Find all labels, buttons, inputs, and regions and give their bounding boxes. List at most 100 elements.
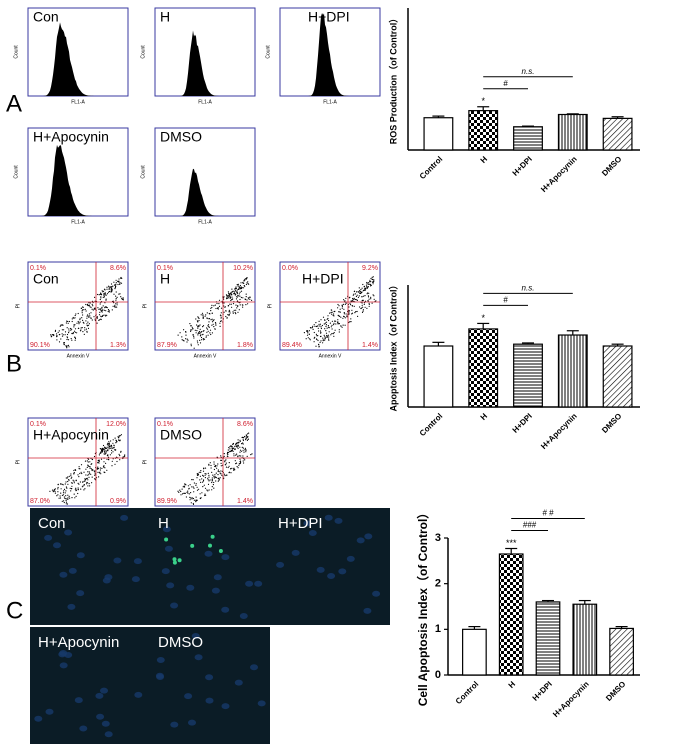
scatter-dot	[116, 460, 118, 463]
quadrant-percent: 10.2%	[233, 265, 253, 272]
scatter-dot	[85, 474, 87, 476]
nucleus	[211, 587, 220, 594]
nucleus	[162, 526, 171, 533]
scatter-dot	[328, 338, 330, 340]
scatter-dot	[310, 327, 312, 329]
scatter-dot	[245, 293, 247, 295]
sample-label: DMSO	[160, 427, 202, 443]
scatter-dot	[82, 306, 84, 308]
scatter-dot	[236, 291, 238, 293]
scatter-dot	[244, 459, 246, 461]
scatter-dot	[228, 451, 230, 453]
nucleus	[213, 574, 222, 581]
scatter-dot	[370, 281, 372, 283]
scatter-dot	[355, 291, 358, 293]
scatter-dot	[71, 476, 73, 478]
sample-label: H	[160, 9, 170, 25]
scatter-dot	[232, 312, 234, 314]
scatter-dot	[353, 293, 355, 295]
scatter-dot	[325, 324, 327, 326]
scatter-dot	[198, 317, 200, 319]
scatter-dot	[118, 437, 120, 439]
scatter-dot	[367, 292, 369, 294]
scatter-dot	[87, 325, 89, 327]
scatter-dot	[245, 283, 247, 286]
axis-label: FL1-A	[198, 99, 212, 105]
scatter-dot	[228, 447, 230, 449]
scatter-dot	[61, 494, 64, 496]
scatter-dot	[321, 324, 323, 327]
bar	[602, 345, 633, 408]
scatter-dot	[97, 462, 99, 464]
scatter-dot	[89, 467, 91, 469]
scatter-dot	[359, 292, 361, 294]
scatter-dot	[181, 339, 183, 341]
scatter-dot	[70, 327, 72, 330]
scatter-dot	[91, 308, 93, 310]
histogram-shape	[28, 144, 128, 216]
scatter-dot	[214, 476, 217, 478]
scatter-dot	[234, 294, 236, 296]
scatter-dot	[72, 333, 74, 335]
scatter-dot	[86, 481, 88, 484]
scatter-dot	[111, 289, 113, 292]
scatter-dot	[82, 321, 84, 323]
scatter-dot	[343, 308, 345, 310]
scatter-dot	[217, 480, 219, 482]
scatter-dot	[229, 446, 231, 448]
scatter-dot	[217, 474, 219, 476]
significance: n.s.	[522, 284, 535, 293]
scatter-dot	[111, 449, 113, 451]
scatter-dot	[225, 462, 227, 464]
scatter-dot	[188, 493, 190, 495]
scatter-dot	[195, 501, 197, 503]
nucleus	[170, 602, 179, 609]
scatter-dot	[66, 487, 68, 489]
scatter-dot	[246, 436, 248, 438]
scatter-dot	[353, 305, 355, 307]
scatter-dot	[68, 330, 70, 332]
scatter-dot	[87, 324, 90, 326]
scatter-dot	[204, 467, 207, 469]
scatter-dot	[51, 334, 53, 336]
scatter-dot	[244, 449, 246, 451]
quadrant-percent: 12.0%	[106, 421, 126, 428]
scatter-dot	[364, 288, 367, 290]
scatter-dot	[192, 503, 195, 505]
scatter-dot	[75, 480, 77, 482]
scatter-dot	[328, 339, 330, 341]
scatter-dot	[234, 445, 236, 447]
scatter-dot	[212, 320, 214, 322]
scatter-dot	[211, 471, 213, 473]
scatter-dot	[193, 347, 195, 349]
scatter-dot	[199, 339, 201, 341]
scatter-dot	[68, 495, 70, 497]
scatter-dot	[206, 317, 208, 320]
scatter-dot	[211, 312, 213, 314]
scatter-dot	[94, 296, 96, 298]
scatter-dot	[75, 313, 77, 315]
axis-label: FL1-A	[71, 99, 85, 105]
nucleus	[221, 703, 230, 710]
scatter-dot	[239, 458, 241, 460]
nucleus	[346, 555, 355, 562]
scatter-dot	[369, 279, 371, 281]
scatter-dot	[81, 327, 83, 329]
scatter-dot	[192, 479, 194, 481]
scatter-dot	[105, 314, 107, 316]
scatter-dot	[87, 461, 89, 463]
scatter-dot	[338, 311, 340, 313]
scatter-dot	[67, 476, 69, 478]
scatter-dot	[334, 329, 336, 331]
scatter-dot	[66, 327, 68, 329]
scatter-frame	[27, 261, 129, 351]
scatter-dot	[91, 303, 93, 305]
scatter-dot	[71, 482, 73, 484]
scatter-dot	[364, 300, 367, 302]
scatter-dot	[227, 451, 229, 454]
scatter-dot	[195, 483, 197, 485]
scatter-dot	[202, 330, 204, 332]
scatter-dot	[197, 342, 199, 344]
scatter-dot	[104, 453, 106, 455]
scatter-dot	[122, 297, 124, 299]
